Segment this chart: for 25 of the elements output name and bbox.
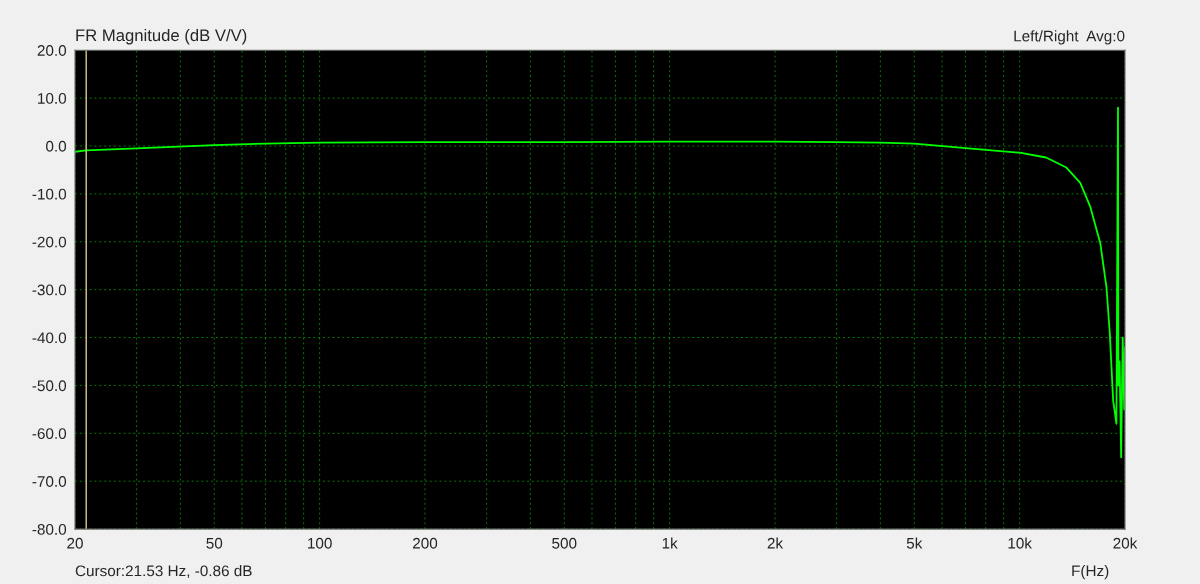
chart-subtitle: Left/Right Avg:0 (1014, 30, 1125, 45)
text: Cursor:21.53 Hz, -0.86 dB (75, 565, 252, 579)
y-tick-label: -70.0 (32, 476, 67, 487)
y-tick-label: -20.0 (32, 236, 67, 248)
y-tick-label: 20.0 (37, 45, 67, 56)
x-tick-label: 50 (206, 537, 223, 549)
y-tick-label: -30.0 (32, 284, 67, 296)
x-tick-label: 1k (662, 537, 678, 549)
x-tick-label: 2k (767, 537, 784, 549)
chart-title: FR Magnitude (dB V/V) (76, 28, 247, 45)
y-tick-label: -60.0 (32, 428, 67, 440)
x-tick-label: 20 (67, 537, 83, 549)
x-axis-title: F(Hz) (1072, 565, 1109, 580)
x-tick-label: 20k (1113, 537, 1138, 549)
x-tick-label: 100 (308, 537, 332, 549)
y-tick-label: -40.0 (32, 332, 67, 344)
y-tick-label: 10.0 (38, 92, 67, 104)
x-tick-label: 10k (1008, 537, 1032, 549)
y-tick-label: -50.0 (32, 380, 67, 392)
x-tick-label: 5k (906, 537, 923, 549)
y-tick-label: 0.0 (46, 140, 67, 152)
x-tick-label: 200 (413, 537, 438, 549)
y-tick-label: -80.0 (32, 523, 67, 535)
x-tick-label: 500 (552, 537, 577, 549)
y-tick-label: -10.0 (32, 188, 67, 200)
